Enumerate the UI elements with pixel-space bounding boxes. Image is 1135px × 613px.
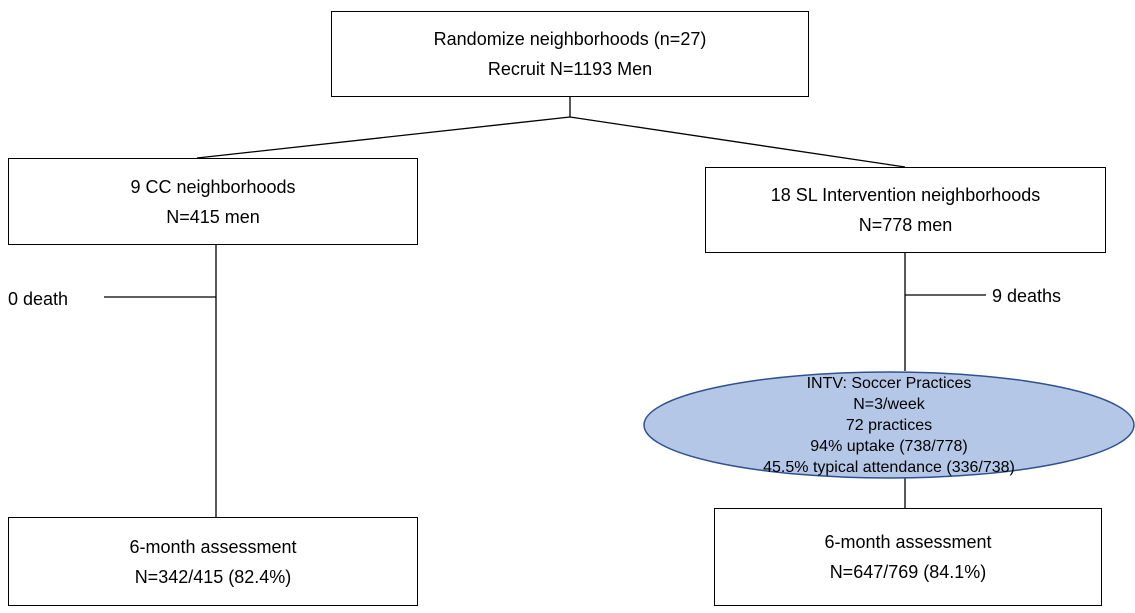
sl-assessment-line1: 6-month assessment (824, 532, 992, 552)
randomize-line1: Randomize neighborhoods (n=27) (433, 29, 707, 49)
cc-assessment-line1: 6-month assessment (129, 536, 297, 557)
sl-assessment-line2: N=647/769 (84.1%) (829, 562, 987, 582)
cc-assessment-line2: N=342/415 (82.4%) (134, 566, 292, 587)
cc-death-label: 0 death (8, 289, 69, 309)
cc-assessment-box: 6-month assessment N=342/415 (82.4%) (8, 517, 418, 606)
sl-neighborhoods-line1: 18 SL Intervention neighborhoods (770, 185, 1041, 205)
randomize-box: Randomize neighborhoods (n=27) Recruit N… (331, 11, 809, 97)
cc-neighborhoods-box: 9 CC neighborhoods N=415 men (8, 158, 418, 245)
sl-death-label: 9 deaths (992, 286, 1062, 306)
randomize-line2: Recruit N=1193 Men (487, 59, 653, 79)
sl-neighborhoods-line2: N=778 men (858, 215, 953, 235)
sl-neighborhoods-box: 18 SL Intervention neighborhoods N=778 m… (705, 167, 1106, 253)
connector-to-sl (569, 116, 906, 168)
cc-neighborhoods-line1: 9 CC neighborhoods (130, 176, 296, 197)
intervention-ellipse (643, 371, 1135, 479)
connector-to-cc (196, 116, 571, 159)
cc-neighborhoods-line2: N=415 men (166, 206, 260, 227)
sl-assessment-box: 6-month assessment N=647/769 (84.1%) (714, 508, 1102, 606)
